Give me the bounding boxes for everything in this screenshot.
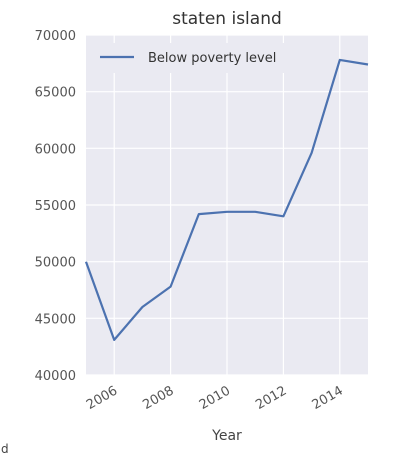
x-axis: 2006 2008 2010 2012 2014 [84,383,346,413]
legend: Below poverty level [94,43,304,73]
y-tick-label: 55000 [35,199,76,214]
y-tick-label: 40000 [35,369,76,384]
y-tick-label: 70000 [35,29,76,44]
x-axis-label: Year [211,428,242,444]
x-tick-label: 2014 [310,383,346,413]
y-tick-label: 45000 [35,312,76,327]
y-tick-label: 60000 [35,142,76,157]
y-axis: 40000 45000 50000 55000 60000 65000 70000 [35,29,76,384]
x-tick-label: 2010 [197,383,233,413]
chart-title: staten island [172,9,282,29]
stray-text: d [1,442,9,454]
y-tick-label: 65000 [35,86,76,101]
x-tick-label: 2006 [84,383,120,413]
legend-label: Below poverty level [148,51,276,66]
y-tick-label: 50000 [35,256,76,271]
x-tick-label: 2012 [253,383,289,413]
x-tick-label: 2008 [140,383,176,413]
